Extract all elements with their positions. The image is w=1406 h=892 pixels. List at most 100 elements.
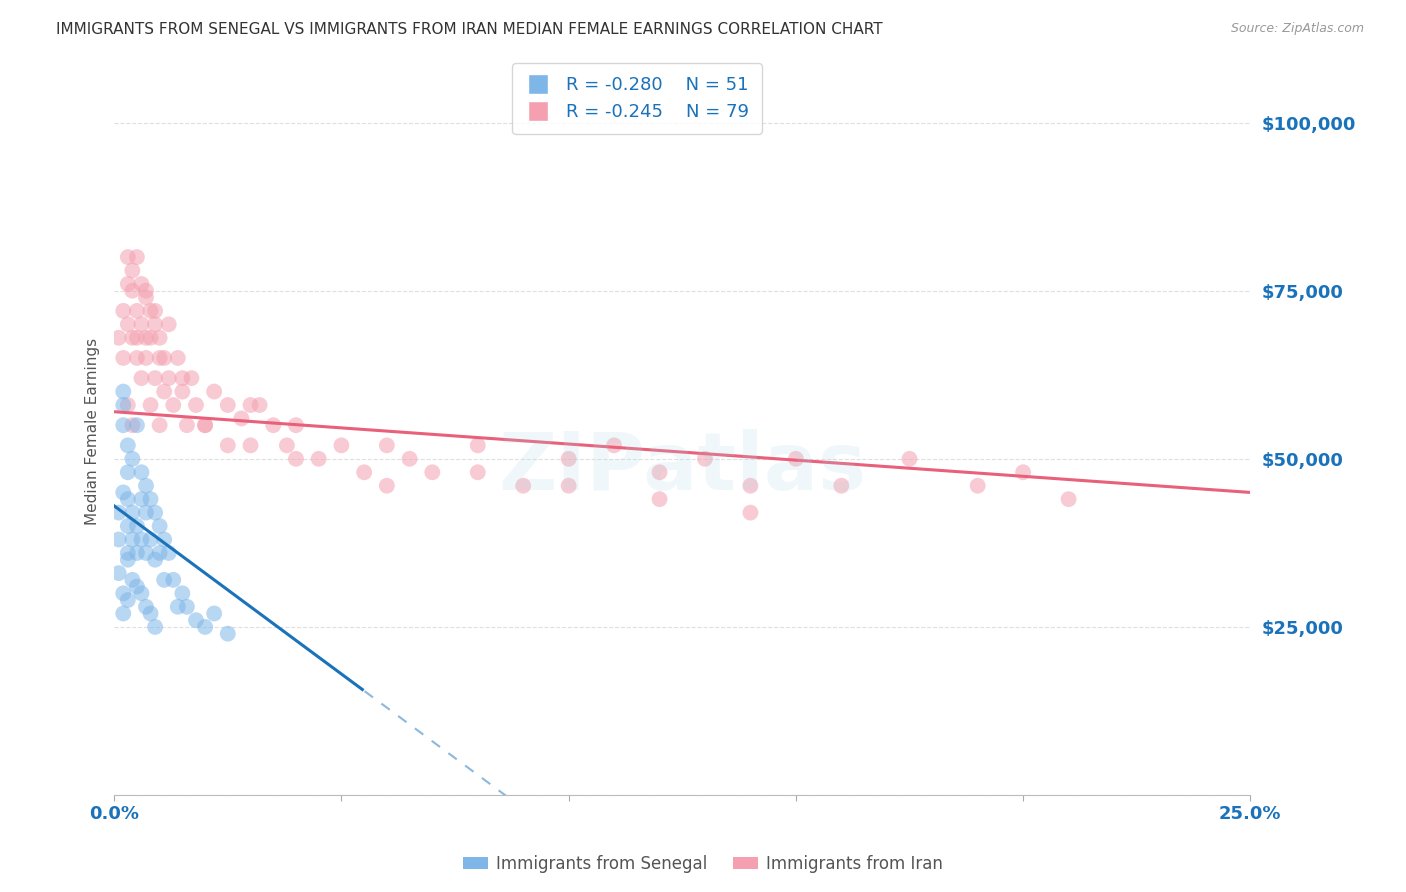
- Point: [143, 371, 166, 385]
- Point: [420, 465, 443, 479]
- Point: [112, 304, 135, 318]
- Point: [135, 331, 157, 345]
- Point: [966, 479, 988, 493]
- Point: [143, 552, 166, 566]
- Point: [125, 304, 148, 318]
- Point: [131, 277, 153, 291]
- Point: [184, 398, 207, 412]
- Point: [239, 438, 262, 452]
- Point: [330, 438, 353, 452]
- Point: [172, 586, 194, 600]
- Point: [121, 284, 143, 298]
- Point: [135, 351, 157, 365]
- Point: [157, 371, 180, 385]
- Point: [117, 318, 139, 332]
- Point: [375, 438, 398, 452]
- Point: [121, 506, 143, 520]
- Point: [117, 277, 139, 291]
- Point: [467, 465, 489, 479]
- Point: [139, 398, 162, 412]
- Point: [153, 351, 176, 365]
- Point: [180, 371, 202, 385]
- Point: [139, 492, 162, 507]
- Point: [107, 331, 129, 345]
- Point: [121, 533, 143, 547]
- Point: [143, 304, 166, 318]
- Point: [353, 465, 375, 479]
- Point: [143, 318, 166, 332]
- Point: [898, 451, 921, 466]
- Point: [107, 566, 129, 581]
- Point: [231, 411, 253, 425]
- Point: [143, 506, 166, 520]
- Point: [112, 418, 135, 433]
- Point: [121, 451, 143, 466]
- Point: [262, 418, 284, 433]
- Point: [157, 318, 180, 332]
- Point: [112, 607, 135, 621]
- Point: [149, 418, 172, 433]
- Point: [648, 492, 671, 507]
- Point: [149, 331, 172, 345]
- Point: [117, 438, 139, 452]
- Point: [172, 371, 194, 385]
- Text: IMMIGRANTS FROM SENEGAL VS IMMIGRANTS FROM IRAN MEDIAN FEMALE EARNINGS CORRELATI: IMMIGRANTS FROM SENEGAL VS IMMIGRANTS FR…: [56, 22, 883, 37]
- Point: [603, 438, 626, 452]
- Point: [557, 451, 579, 466]
- Point: [285, 451, 308, 466]
- Point: [153, 384, 176, 399]
- Point: [194, 418, 217, 433]
- Point: [125, 331, 148, 345]
- Point: [194, 418, 217, 433]
- Point: [217, 398, 239, 412]
- Point: [121, 331, 143, 345]
- Point: [117, 465, 139, 479]
- Point: [117, 546, 139, 560]
- Point: [166, 599, 188, 614]
- Point: [1057, 492, 1080, 507]
- Point: [153, 573, 176, 587]
- Point: [139, 533, 162, 547]
- Point: [117, 250, 139, 264]
- Legend: R = -0.280    N = 51, R = -0.245    N = 79: R = -0.280 N = 51, R = -0.245 N = 79: [512, 63, 762, 134]
- Point: [202, 384, 225, 399]
- Point: [139, 331, 162, 345]
- Point: [693, 451, 716, 466]
- Point: [162, 573, 184, 587]
- Point: [512, 479, 534, 493]
- Y-axis label: Median Female Earnings: Median Female Earnings: [86, 338, 100, 525]
- Point: [125, 546, 148, 560]
- Point: [135, 290, 157, 304]
- Point: [276, 438, 298, 452]
- Point: [117, 398, 139, 412]
- Point: [112, 351, 135, 365]
- Point: [217, 438, 239, 452]
- Point: [153, 533, 176, 547]
- Point: [131, 492, 153, 507]
- Point: [112, 586, 135, 600]
- Point: [135, 506, 157, 520]
- Point: [162, 398, 184, 412]
- Point: [135, 599, 157, 614]
- Point: [467, 438, 489, 452]
- Point: [217, 626, 239, 640]
- Point: [740, 479, 762, 493]
- Point: [166, 351, 188, 365]
- Point: [285, 418, 308, 433]
- Point: [117, 593, 139, 607]
- Point: [112, 384, 135, 399]
- Point: [117, 492, 139, 507]
- Point: [194, 620, 217, 634]
- Point: [125, 250, 148, 264]
- Point: [648, 465, 671, 479]
- Point: [131, 371, 153, 385]
- Point: [184, 613, 207, 627]
- Text: Source: ZipAtlas.com: Source: ZipAtlas.com: [1230, 22, 1364, 36]
- Point: [131, 533, 153, 547]
- Point: [172, 384, 194, 399]
- Point: [1012, 465, 1035, 479]
- Point: [135, 284, 157, 298]
- Text: ZIPatlas: ZIPatlas: [498, 429, 866, 508]
- Point: [375, 479, 398, 493]
- Point: [112, 485, 135, 500]
